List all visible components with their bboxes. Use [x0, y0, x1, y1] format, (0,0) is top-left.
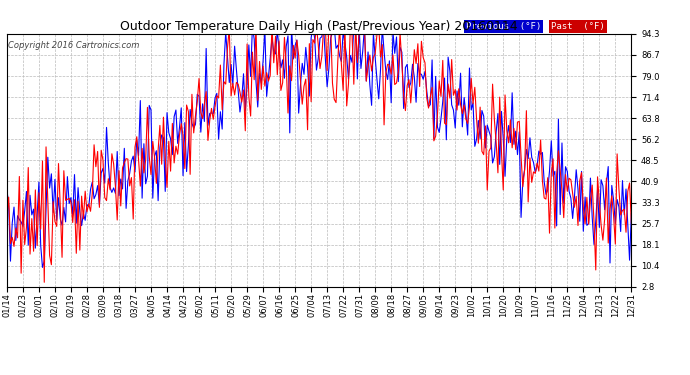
Text: Previous  (°F): Previous (°F): [466, 22, 541, 31]
Text: Copyright 2016 Cartronics.com: Copyright 2016 Cartronics.com: [8, 41, 139, 50]
Title: Outdoor Temperature Daily High (Past/Previous Year) 20160114: Outdoor Temperature Daily High (Past/Pre…: [120, 20, 518, 33]
Text: Past  (°F): Past (°F): [551, 22, 605, 31]
